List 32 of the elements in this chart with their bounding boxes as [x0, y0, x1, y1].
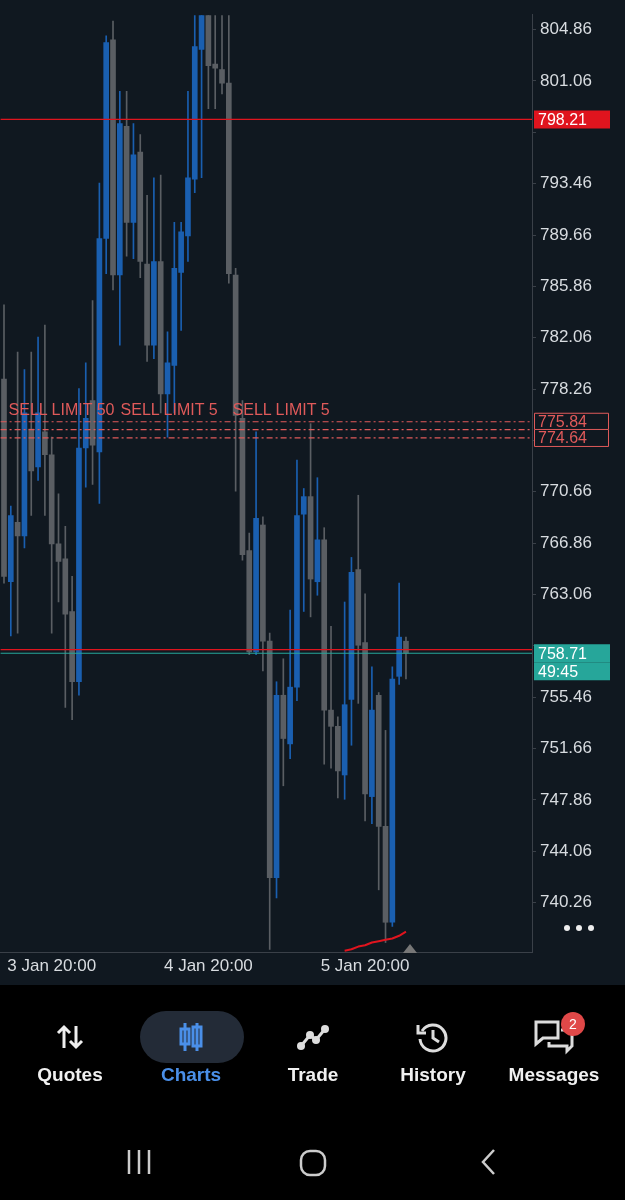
y-tick-label: 747.86: [540, 789, 592, 809]
x-tick-label: 5 Jan 20:00: [320, 955, 410, 975]
text: Trade: [287, 1064, 339, 1086]
y-tick-label: 763.06: [540, 584, 592, 604]
text: 774.64: [538, 429, 588, 447]
y-tick-label: 744.06: [540, 840, 592, 860]
text: 2: [561, 1012, 585, 1036]
x-tick-label: 4 Jan 20:00: [163, 955, 253, 975]
y-tick-label: 751.66: [540, 738, 592, 758]
text: 49:45: [538, 662, 579, 680]
text: Messages: [508, 1064, 600, 1086]
text: Quotes: [37, 1064, 103, 1086]
y-tick-label: 778.26: [540, 378, 592, 398]
y-tick-label: 785.86: [540, 276, 592, 296]
ref-line-label: 798.21: [538, 110, 588, 128]
y-tick-label: 793.46: [540, 173, 592, 193]
candlestick: [300, 488, 307, 612]
text: 775.84: [538, 413, 588, 431]
ref-line-label: SELL LIMIT 5: [232, 401, 330, 419]
y-tick-label: 740.26: [540, 892, 592, 912]
y-tick-label: 801.06: [540, 70, 592, 90]
candlestick: [219, 15, 225, 95]
y-tick-label: 789.66: [540, 224, 592, 244]
y-tick-label: 755.46: [540, 686, 592, 706]
y-tick-label: 770.66: [540, 481, 592, 501]
ref-line-label: 758.71: [538, 644, 588, 662]
x-tick-label: 3 Jan 20:00: [7, 955, 97, 975]
y-tick-label: 766.86: [540, 532, 592, 552]
y-tick-label: 804.86: [540, 19, 592, 39]
y-tick-label: 782.06: [540, 327, 592, 347]
text: History: [400, 1064, 466, 1086]
text: Charts: [160, 1064, 222, 1086]
